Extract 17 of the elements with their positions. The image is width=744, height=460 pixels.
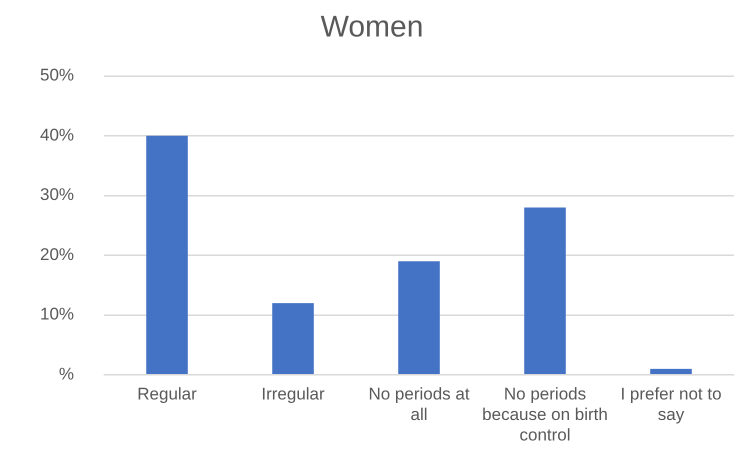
x-tick-label: No periods at all [368, 384, 470, 424]
y-tick-label: 40% [40, 125, 74, 144]
bar [146, 136, 188, 374]
y-tick-label: 50% [40, 66, 74, 85]
x-tick-label: I prefer not to say [620, 384, 722, 424]
x-tick-label: Irregular [261, 384, 325, 404]
bar [650, 368, 692, 374]
y-tick-label: 20% [40, 244, 74, 264]
bar [524, 207, 566, 374]
chart-title: Women [320, 10, 424, 44]
y-tick-label: 30% [40, 185, 74, 204]
y-tick-label: 10% [40, 304, 74, 324]
bar [398, 261, 440, 374]
y-tick-label: % [58, 364, 74, 384]
bar [272, 303, 314, 374]
x-tick-label: No periods because on birth control [482, 384, 608, 444]
x-tick-label: Regular [137, 384, 198, 404]
